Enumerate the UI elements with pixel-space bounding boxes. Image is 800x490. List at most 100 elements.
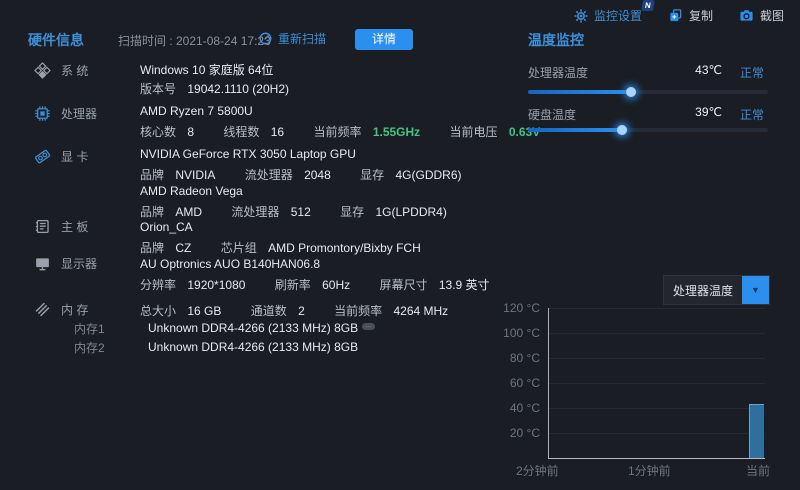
volt-label: 当前电压	[449, 125, 498, 139]
refresh-label: 刷新率	[274, 278, 311, 292]
gridline	[549, 308, 765, 309]
sidebar-label: 系 统	[61, 64, 89, 78]
shaders-value: 2048	[304, 168, 331, 182]
cpu-temp-gauge	[528, 87, 768, 97]
refresh-icon	[258, 31, 273, 46]
gpu1-name: NVIDIA GeForce RTX 3050 Laptop GPU	[140, 147, 356, 161]
brand-value: AMD	[175, 205, 203, 219]
motherboard-icon	[34, 218, 51, 235]
top-toolbar: 监控设置 N 复制 截图	[574, 0, 784, 24]
sidebar-item-motherboard: 主 板	[34, 218, 88, 235]
resolution-value: 1920*1080	[187, 278, 246, 292]
chevron-down-icon[interactable]: ▼	[742, 276, 769, 304]
gridline	[549, 408, 765, 409]
x-tick: 当前	[746, 464, 771, 478]
sidebar-item-memory: 内 存	[34, 301, 88, 318]
temp-history-chart	[548, 308, 765, 459]
vram-value: 4G(GDDR6)	[395, 168, 462, 182]
memory-stick-name: Unknown DDR4-4266 (2133 MHz) 8GB	[148, 340, 359, 354]
gpu2-specs-row: 品牌 AMD 流处理器 512 显存 1G(LPDDR4)	[140, 203, 473, 220]
total-value: 16 GB	[187, 304, 222, 318]
monitor-settings-label: 监控设置	[593, 9, 642, 23]
cpu-name: AMD Ryzen 7 5800U	[140, 104, 253, 118]
shaders-label: 流处理器	[231, 205, 280, 219]
sidebar-label: 内 存	[61, 303, 89, 317]
cores-value: 8	[187, 125, 195, 139]
cpu-temp-value: 43℃	[695, 63, 722, 77]
details-button[interactable]: 详情	[355, 29, 413, 50]
copy-icon	[668, 8, 683, 23]
cpu-specs-row: 核心数 8 线程数 16 当前频率 1.55GHz 当前电压 0.63V	[140, 123, 566, 140]
cpu-temp-status: 正常	[740, 66, 765, 80]
monitor-settings-button[interactable]: 监控设置 N	[574, 0, 655, 24]
chart-bar-current	[749, 404, 764, 458]
threads-value: 16	[270, 125, 285, 139]
gridline	[549, 433, 765, 434]
system-version-row: 版本号 19042.1110 (20H2)	[140, 80, 315, 97]
x-tick: 1分钟前	[628, 464, 671, 478]
temp-gauge-fill	[528, 87, 637, 97]
chart-source-dropdown[interactable]: 处理器温度 ▼	[663, 275, 770, 305]
sidebar-item-display: 显示器	[34, 255, 97, 272]
version-label: 版本号	[140, 82, 177, 96]
total-label: 总大小	[140, 304, 177, 318]
gridline	[549, 333, 765, 334]
sidebar-item-cpu: 处理器	[34, 105, 97, 122]
version-value: 19042.1110 (20H2)	[187, 82, 289, 96]
sidebar-label: 显 卡	[61, 150, 89, 164]
threads-label: 线程数	[223, 125, 260, 139]
page-title: 硬件信息	[28, 32, 84, 48]
screen-size-value: 13.9 英寸	[438, 278, 490, 292]
brand-label: 品牌	[140, 241, 165, 255]
ram-icon	[34, 301, 51, 318]
temp-gauge-fill	[528, 125, 627, 135]
windows-icon	[34, 62, 51, 79]
scan-time: 扫描时间 : 2021-08-24 17:23	[118, 34, 271, 48]
chipset-value: AMD Promontory/Bixby FCH	[268, 241, 421, 255]
y-tick: 60 °C	[509, 376, 540, 390]
brand-label: 品牌	[140, 168, 165, 182]
disk-temp-gauge	[528, 125, 768, 135]
monitor-icon	[34, 255, 51, 272]
temp-monitor-title: 温度监控	[528, 32, 584, 48]
cores-label: 核心数	[140, 125, 177, 139]
resolution-label: 分辨率	[140, 278, 177, 292]
memory-specs-row: 总大小 16 GB 通道数 2 当前频率 4264 MHz	[140, 302, 474, 319]
gpu2-name: AMD Radeon Vega	[140, 184, 243, 198]
gauge-thumb	[616, 125, 627, 135]
brand-label: 品牌	[140, 205, 165, 219]
sidebar-sub-memory2: 内存2	[74, 341, 105, 355]
y-tick: 120 °C	[503, 301, 540, 315]
gridline	[549, 383, 765, 384]
camera-icon	[739, 8, 754, 23]
gauge-thumb	[626, 87, 637, 97]
cpu-temp-label: 处理器温度	[528, 66, 589, 80]
sidebar-sub-memory1: 内存1	[74, 322, 105, 336]
new-badge: N	[641, 0, 655, 11]
brand-value: NVIDIA	[175, 168, 216, 182]
screenshot-button[interactable]: 截图	[739, 7, 784, 24]
y-tick: 20 °C	[509, 426, 540, 440]
copy-label: 复制	[688, 9, 713, 23]
sidebar-label: 处理器	[61, 107, 98, 121]
sidebar-item-system: 系 统	[34, 62, 88, 79]
display-name: AU Optronics AUO B140HAN06.8	[140, 257, 321, 271]
sidebar-label: 主 板	[61, 220, 89, 234]
mem-freq-value: 4264 MHz	[393, 304, 449, 318]
dropdown-value: 处理器温度	[672, 283, 733, 298]
screen-size-label: 屏幕尺寸	[379, 278, 428, 292]
vram-label: 显存	[360, 168, 385, 182]
sidebar-item-gpu: 显 卡	[34, 148, 88, 165]
motherboard-name: Orion_CA	[140, 220, 193, 234]
shaders-value: 512	[290, 205, 311, 219]
memory-stick-row: Unknown DDR4-4266 (2133 MHz) 8GB	[148, 340, 358, 354]
refresh-value: 60Hz	[322, 278, 351, 292]
gpu1-specs-row: 品牌 NVIDIA 流处理器 2048 显存 4G(GDDR6)	[140, 166, 488, 183]
memory-stick-name: Unknown DDR4-4266 (2133 MHz) 8GB	[148, 321, 359, 335]
motherboard-specs-row: 品牌 CZ 芯片组 AMD Promontory/Bixby FCH	[140, 239, 447, 256]
rescan-button[interactable]: 重新扫描	[258, 30, 326, 47]
channels-value: 2	[298, 304, 305, 318]
copy-button[interactable]: 复制	[668, 7, 713, 24]
freq-value: 1.55GHz	[372, 125, 421, 139]
